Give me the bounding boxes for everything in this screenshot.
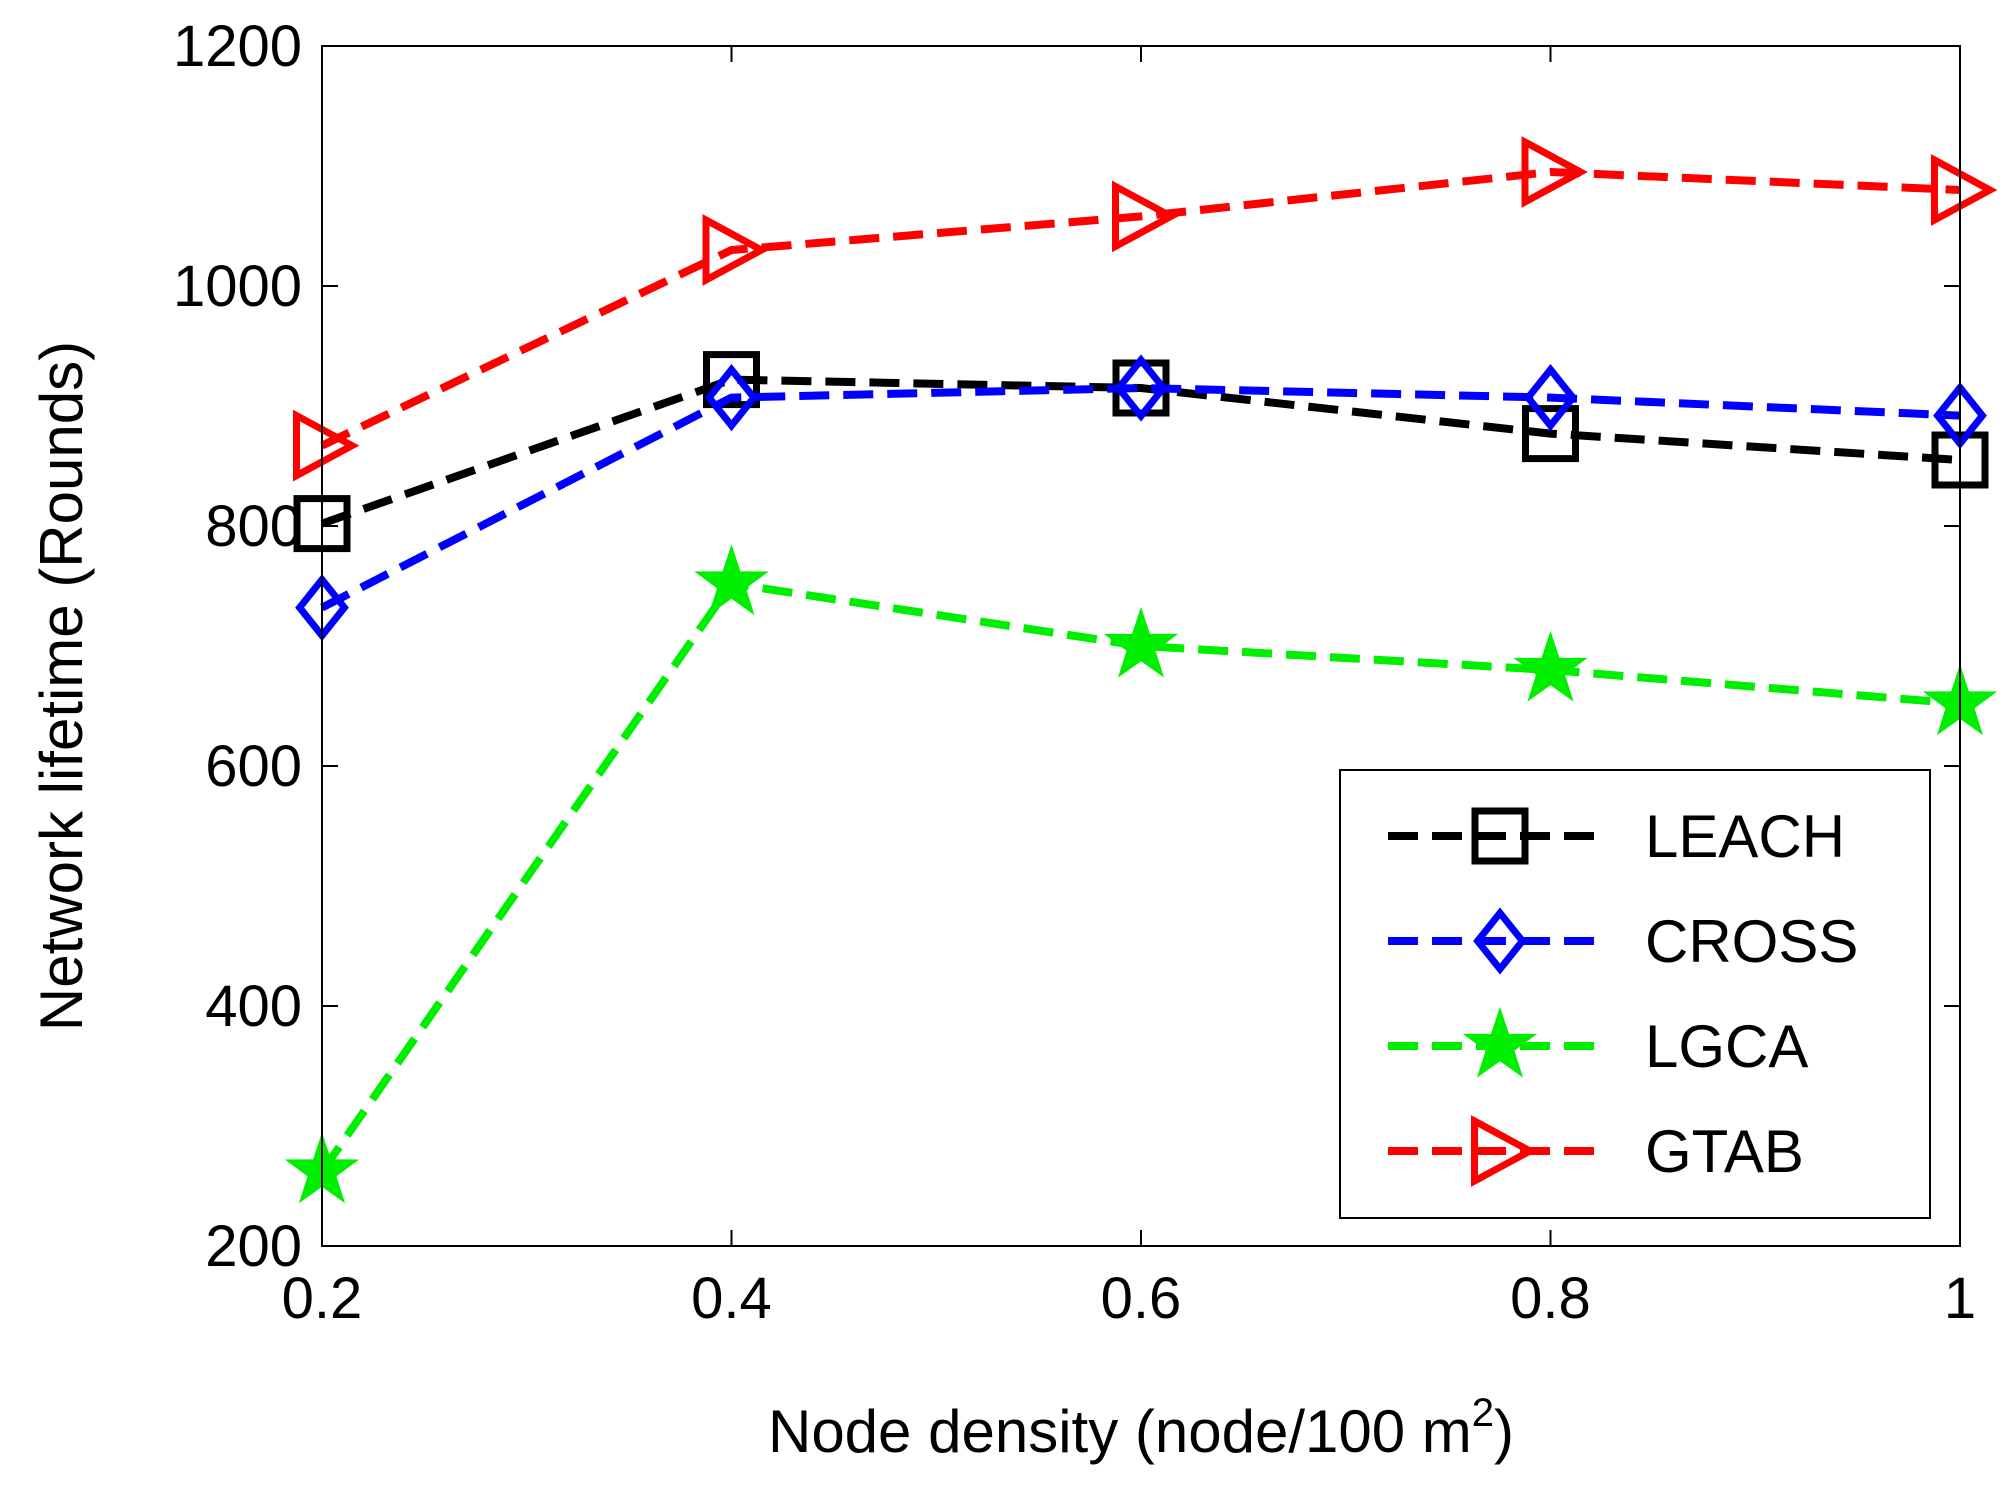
x-axis-title-main: Node density (node/100 m <box>768 1398 1472 1465</box>
x-axis-title-superscript: 2 <box>1472 1391 1494 1435</box>
series-line-leach <box>320 375 1961 528</box>
data-point-gtab <box>1931 154 1998 226</box>
x-axis-tick-labels: 0.2 0.4 0.6 0.8 1 <box>282 1266 1976 1331</box>
data-point-cross <box>1523 363 1578 432</box>
x-axis-title-suffix: ) <box>1494 1398 1514 1465</box>
legend-label: LGCA <box>1645 1013 1808 1080</box>
y-tick-label: 1200 <box>173 14 302 79</box>
x-axis-title: Node density (node/100 m2) <box>768 1391 1514 1465</box>
series-line-cross <box>320 384 1961 612</box>
series-line-lgca <box>318 579 1961 1174</box>
x-tick-label: 0.2 <box>282 1266 363 1331</box>
legend-item-leach: LEACH <box>1388 803 1845 870</box>
y-axis-title: Network lifetime (Rounds) <box>28 341 95 1031</box>
x-tick-label: 0.4 <box>691 1266 772 1331</box>
legend-item-gtab: GTAB <box>1388 1115 1804 1187</box>
legend-marker <box>1471 1115 1538 1187</box>
x-tick-label: 0.8 <box>1510 1266 1591 1331</box>
legend-item-lgca: LGCA <box>1388 1006 1808 1080</box>
axis-ticks <box>321 45 1961 1247</box>
y-tick-label: 200 <box>205 1214 302 1279</box>
legend-label: LEACH <box>1645 803 1845 870</box>
legend: LEACH CROSS LGCA GTAB <box>1339 769 1931 1219</box>
series-cross <box>295 354 1987 642</box>
legend-marker <box>1473 907 1527 975</box>
legend-label: GTAB <box>1645 1118 1804 1185</box>
legend-item-cross: CROSS <box>1388 907 1858 975</box>
y-tick-label: 800 <box>205 494 302 559</box>
y-axis-tick-labels: 200 400 600 800 1000 1200 <box>173 14 302 1279</box>
y-tick-label: 600 <box>205 734 302 799</box>
legend-marker <box>1471 807 1529 865</box>
legend-marker <box>1462 1006 1538 1078</box>
data-point-lgca <box>1513 630 1588 702</box>
series-line-gtab <box>320 168 1961 450</box>
x-tick-label: 0.6 <box>1101 1266 1182 1331</box>
data-point-leach <box>1522 405 1579 463</box>
y-tick-label: 1000 <box>173 254 302 319</box>
data-point-gtab <box>1112 180 1179 253</box>
series-gtab <box>293 136 1998 482</box>
data-point-lgca <box>694 544 769 616</box>
x-tick-label: 1 <box>1944 1266 1976 1331</box>
data-point-gtab <box>1521 136 1588 208</box>
data-point-cross <box>704 363 759 432</box>
data-point-gtab <box>702 214 769 286</box>
legend-label: CROSS <box>1645 908 1858 975</box>
data-point-lgca <box>1103 606 1179 678</box>
y-tick-label: 400 <box>205 974 302 1039</box>
legend-box <box>1339 769 1931 1219</box>
data-point-leach <box>703 351 760 409</box>
data-point-gtab <box>293 409 360 482</box>
data-point-cross <box>1114 354 1168 422</box>
